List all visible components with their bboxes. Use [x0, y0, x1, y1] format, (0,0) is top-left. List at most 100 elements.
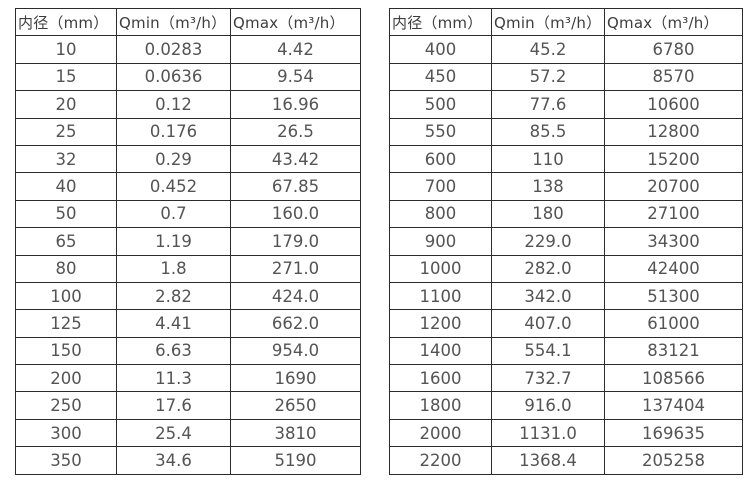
table-cell: 150 — [15, 336, 117, 366]
table-cell: 2.82 — [116, 281, 231, 311]
column-header-qmin: Qmin（m³/h） — [116, 7, 231, 37]
table-cell: 2200 — [389, 446, 492, 475]
table-cell: 282.0 — [491, 254, 605, 283]
table-cell: 67.85 — [230, 172, 361, 201]
table-row: 1100 342.0 51300 — [389, 281, 743, 311]
table-row: 80 1.8 271.0 — [15, 254, 361, 283]
table-cell: 25 — [15, 117, 117, 146]
table-cell: 916.0 — [491, 391, 605, 420]
table-cell: 900 — [389, 227, 492, 256]
table-cell: 700 — [389, 172, 492, 201]
table-cell: 160.0 — [230, 199, 361, 229]
table-cell: 80 — [15, 254, 117, 283]
table-body: 10 0.0283 4.42 15 0.0636 9.54 20 0.12 16.96 25 0.1… — [15, 35, 361, 475]
table-row: 125 4.41 662.0 — [15, 309, 361, 338]
table-row: 10 0.0283 4.42 — [15, 35, 361, 64]
table-cell: 17.6 — [116, 391, 231, 420]
table-row: 15 0.0636 9.54 — [15, 62, 361, 92]
header-row: 内径（mm） Qmin（m³/h） Qmax（m³/h） — [389, 7, 743, 37]
table-row: 1200 407.0 61000 — [389, 309, 743, 338]
table-row: 1800 916.0 137404 — [389, 391, 743, 420]
table-cell: 43.42 — [230, 144, 361, 174]
table-cell: 40 — [15, 172, 117, 201]
table-cell: 2000 — [389, 418, 492, 448]
table-row: 250 17.6 2650 — [15, 391, 361, 420]
column-header-qmax: Qmax（m³/h） — [230, 7, 361, 37]
table-cell: 205258 — [604, 446, 743, 475]
table-cell: 100 — [15, 281, 117, 311]
table-cell: 137404 — [604, 391, 743, 420]
table-cell: 300 — [15, 418, 117, 448]
table-cell: 1400 — [389, 336, 492, 366]
table-row: 40 0.452 67.85 — [15, 172, 361, 201]
table-cell: 8570 — [604, 62, 743, 92]
table-cell: 20700 — [604, 172, 743, 201]
table-row: 300 25.4 3810 — [15, 418, 361, 448]
table-cell: 4.42 — [230, 35, 361, 64]
table-row: 65 1.19 179.0 — [15, 227, 361, 256]
table-cell: 32 — [15, 144, 117, 174]
table-cell: 10600 — [604, 90, 743, 119]
table-cell: 12800 — [604, 117, 743, 146]
table-cell: 250 — [15, 391, 117, 420]
table-cell: 800 — [389, 199, 492, 229]
table-cell: 0.0283 — [116, 35, 231, 64]
table-row: 600 110 15200 — [389, 144, 743, 174]
table-cell: 16.96 — [230, 90, 361, 119]
table-cell: 229.0 — [491, 227, 605, 256]
table-row: 500 77.6 10600 — [389, 90, 743, 119]
table-cell: 27100 — [604, 199, 743, 229]
table-row: 25 0.176 26.5 — [15, 117, 361, 146]
table-cell: 662.0 — [230, 309, 361, 338]
table-cell: 0.452 — [116, 172, 231, 201]
table-cell: 600 — [389, 144, 492, 174]
table-cell: 179.0 — [230, 227, 361, 256]
column-header-qmin: Qmin（m³/h） — [491, 7, 605, 37]
table-cell: 57.2 — [491, 62, 605, 92]
table-row: 550 85.5 12800 — [389, 117, 743, 146]
table-cell: 342.0 — [491, 281, 605, 311]
table-row: 20 0.12 16.96 — [15, 90, 361, 119]
table-cell: 1800 — [389, 391, 492, 420]
table-cell: 11.3 — [116, 364, 231, 393]
table-cell: 1200 — [389, 309, 492, 338]
table-cell: 0.29 — [116, 144, 231, 174]
table-cell: 954.0 — [230, 336, 361, 366]
table-cell: 15200 — [604, 144, 743, 174]
table-cell: 34300 — [604, 227, 743, 256]
table-row: 1600 732.7 108566 — [389, 364, 743, 393]
table-row: 1000 282.0 42400 — [389, 254, 743, 283]
table-cell: 450 — [389, 62, 492, 92]
table-cell: 26.5 — [230, 117, 361, 146]
table-cell: 407.0 — [491, 309, 605, 338]
table-cell: 83121 — [604, 336, 743, 366]
table-cell: 65 — [15, 227, 117, 256]
table-cell: 25.4 — [116, 418, 231, 448]
table-cell: 110 — [491, 144, 605, 174]
column-header-diameter: 内径（mm） — [389, 7, 492, 37]
table-cell: 400 — [389, 35, 492, 64]
column-header-qmax: Qmax（m³/h） — [604, 7, 743, 37]
table-cell: 500 — [389, 90, 492, 119]
table-cell: 180 — [491, 199, 605, 229]
header-row: 内径（mm） Qmin（m³/h） Qmax（m³/h） — [15, 7, 361, 37]
table-cell: 4.41 — [116, 309, 231, 338]
table-row: 2200 1368.4 205258 — [389, 446, 743, 475]
table-cell: 20 — [15, 90, 117, 119]
table-row: 32 0.29 43.42 — [15, 144, 361, 174]
table-row: 450 57.2 8570 — [389, 62, 743, 92]
table-row: 350 34.6 5190 — [15, 446, 361, 475]
table-cell: 6.63 — [116, 336, 231, 366]
table-cell: 424.0 — [230, 281, 361, 311]
table-cell: 45.2 — [491, 35, 605, 64]
table-cell: 51300 — [604, 281, 743, 311]
table-cell: 10 — [15, 35, 117, 64]
flow-table-small-diameters: 内径（mm） Qmin（m³/h） Qmax（m³/h） 10 0.0283 4.4… — [15, 7, 361, 475]
table-cell: 6780 — [604, 35, 743, 64]
table-cell: 554.1 — [491, 336, 605, 366]
table-row: 900 229.0 34300 — [389, 227, 743, 256]
table-cell: 1600 — [389, 364, 492, 393]
table-cell: 50 — [15, 199, 117, 229]
table-cell: 0.7 — [116, 199, 231, 229]
table-cell: 271.0 — [230, 254, 361, 283]
